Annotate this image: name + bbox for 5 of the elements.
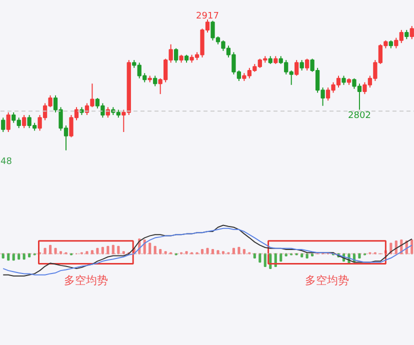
text: 48 <box>0 157 12 167</box>
annotation: 多空均势 <box>304 274 349 287</box>
annotation: 2802 <box>348 110 371 121</box>
annotation: 2917 <box>196 11 219 22</box>
annotation: 多空均势 <box>64 274 108 287</box>
